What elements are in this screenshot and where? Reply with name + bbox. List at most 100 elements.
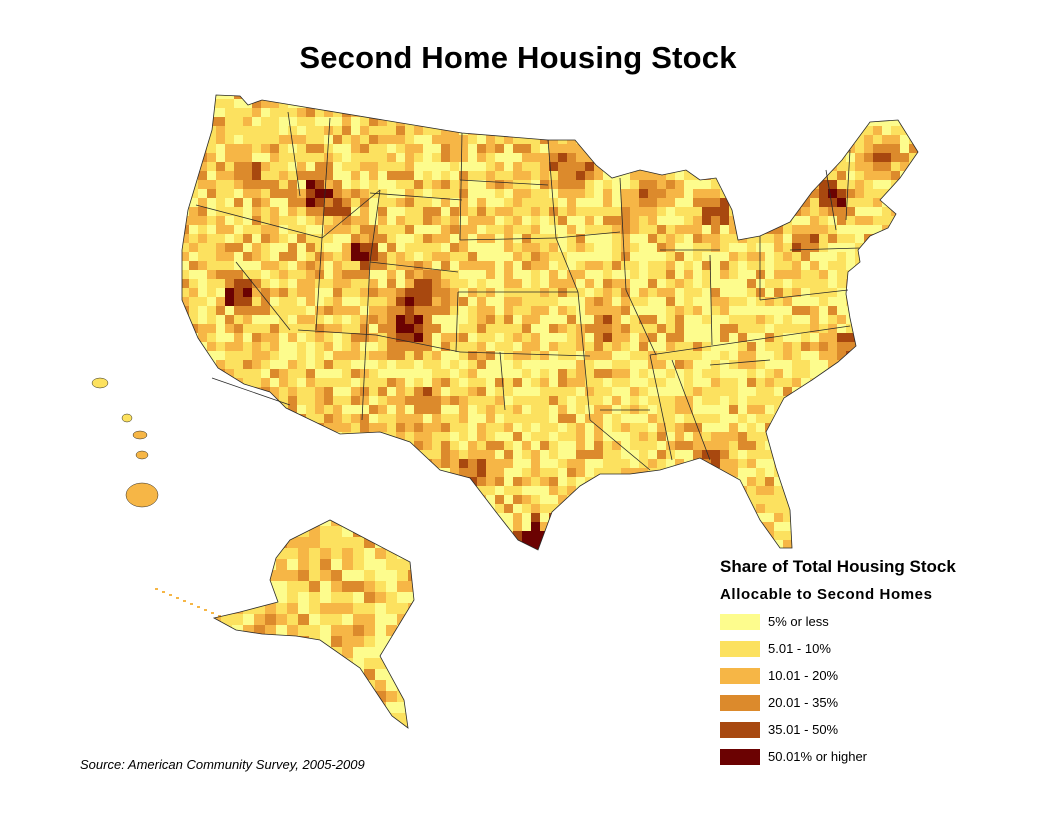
county-cell <box>270 144 280 154</box>
county-cell <box>486 99 496 109</box>
county-cell <box>873 495 883 505</box>
county-cell <box>729 351 739 361</box>
county-cell <box>216 95 226 100</box>
county-cell <box>396 171 406 181</box>
county-cell <box>297 477 307 487</box>
county-cell <box>675 153 694 163</box>
county-cell <box>801 351 811 361</box>
county-cell <box>855 405 865 415</box>
county-cell <box>522 423 532 433</box>
county-cell <box>522 189 532 199</box>
county-cell <box>234 171 244 181</box>
county-cell <box>189 522 199 532</box>
county-cell <box>276 647 299 659</box>
county-cell <box>684 99 694 109</box>
county-cell <box>288 441 307 451</box>
county-cell <box>279 387 289 397</box>
county-cell <box>459 180 469 190</box>
county-cell <box>486 252 496 262</box>
county-cell <box>891 108 901 118</box>
county-cell <box>522 522 532 532</box>
county-cell <box>486 531 505 541</box>
county-cell <box>405 252 415 262</box>
county-cell <box>666 531 676 541</box>
county-cell <box>513 495 523 505</box>
county-cell <box>198 189 208 199</box>
county-cell <box>648 369 658 379</box>
county-cell <box>828 153 838 163</box>
county-cell <box>729 243 739 253</box>
county-cell <box>747 396 757 406</box>
county-cell <box>342 99 352 109</box>
county-cell <box>287 702 299 714</box>
county-cell <box>423 495 442 505</box>
county-cell <box>594 288 604 298</box>
county-cell <box>405 522 415 532</box>
county-cell <box>351 162 361 172</box>
county-cell <box>846 387 865 397</box>
county-cell <box>333 126 343 136</box>
county-cell <box>684 531 694 541</box>
county-cell <box>630 108 640 118</box>
county-cell <box>405 243 415 253</box>
county-cell <box>891 144 901 154</box>
county-cell <box>243 423 262 433</box>
county-cell <box>216 171 226 181</box>
county-cell <box>909 441 918 451</box>
county-cell <box>837 441 856 451</box>
county-cell <box>711 522 721 532</box>
county-cell <box>540 450 550 460</box>
county-cell <box>432 342 442 352</box>
county-cell <box>450 108 460 118</box>
county-cell <box>720 162 739 172</box>
county-cell <box>549 162 559 172</box>
county-cell <box>711 513 721 523</box>
county-cell <box>882 95 892 100</box>
state-boundary <box>709 254 713 346</box>
county-cell <box>720 351 730 361</box>
county-cell <box>900 378 918 388</box>
county-cell <box>657 207 667 217</box>
county-cell <box>360 414 370 424</box>
county-cell <box>198 405 208 415</box>
county-cell <box>414 333 424 343</box>
county-cell <box>386 520 398 527</box>
county-cell <box>254 520 266 527</box>
county-cell <box>387 513 406 523</box>
county-cell <box>504 549 523 550</box>
county-cell <box>747 252 757 262</box>
county-cell <box>576 99 586 109</box>
county-cell <box>450 504 469 514</box>
state-boundary <box>619 177 627 291</box>
county-cell <box>900 261 918 271</box>
county-cell <box>756 207 766 217</box>
county-cell <box>846 342 856 352</box>
county-cell <box>432 486 442 496</box>
county-cell <box>657 288 667 298</box>
county-cell <box>342 680 354 692</box>
county-cell <box>891 315 901 325</box>
county-cell <box>408 658 414 670</box>
county-cell <box>342 603 354 615</box>
county-cell <box>360 342 370 352</box>
county-cell <box>423 99 442 109</box>
county-cell <box>693 162 703 172</box>
county-cell <box>254 691 277 703</box>
county-cell <box>432 162 442 172</box>
county-cell <box>486 306 496 316</box>
county-cell <box>612 360 622 370</box>
county-cell <box>801 117 820 127</box>
county-cell <box>810 108 820 118</box>
county-cell <box>397 658 409 670</box>
county-cell <box>648 216 658 226</box>
county-cell <box>495 99 505 109</box>
county-cell <box>747 99 757 109</box>
county-cell <box>729 405 739 415</box>
county-cell <box>522 153 532 163</box>
county-cell <box>324 243 334 253</box>
county-cell <box>252 108 262 118</box>
county-cell <box>720 243 730 253</box>
county-cell <box>639 549 649 550</box>
county-cell <box>288 333 298 343</box>
county-cell <box>801 99 820 109</box>
